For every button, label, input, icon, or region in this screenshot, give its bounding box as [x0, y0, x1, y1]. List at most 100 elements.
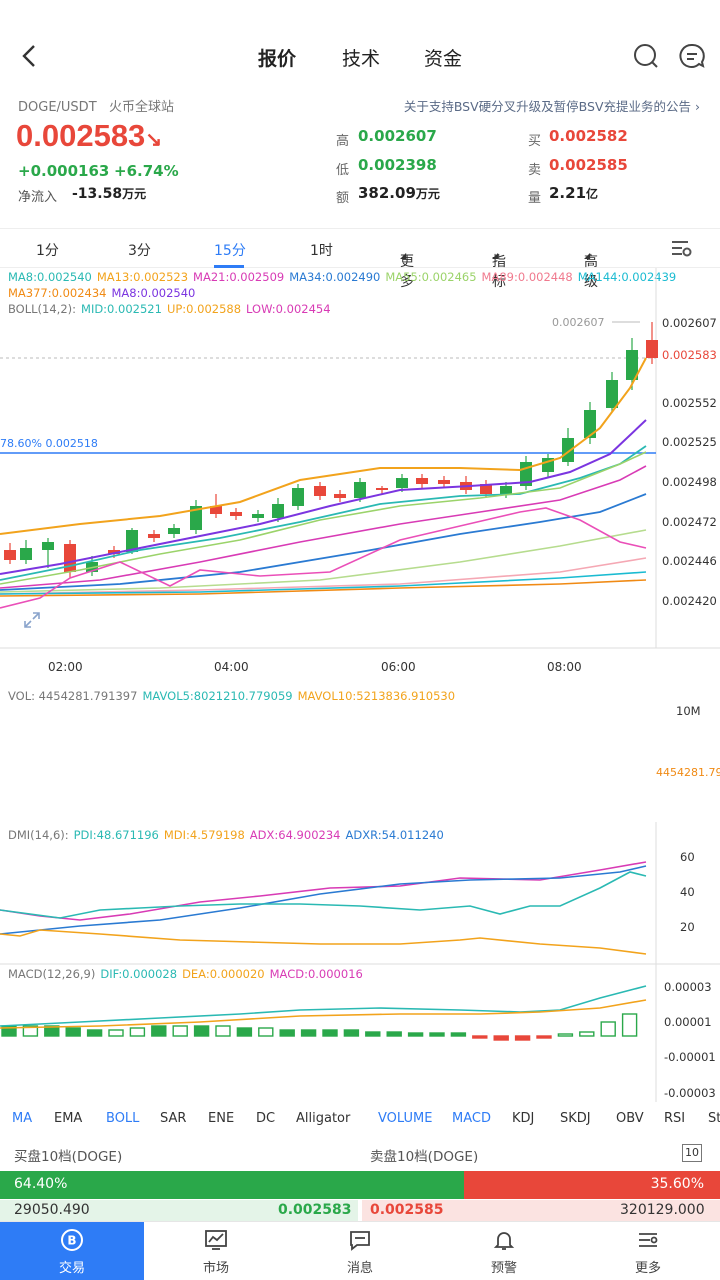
back-arrow-icon[interactable]	[14, 38, 46, 74]
indicator-kdj[interactable]: KDJ	[512, 1111, 535, 1126]
interval-15m[interactable]: 15分	[214, 243, 246, 259]
announcement-link[interactable]: 关于支持BSV硬分叉升级及暂停BSV充提业务的公告 ›	[403, 99, 700, 114]
search-icon[interactable]	[632, 42, 660, 70]
tab-technical[interactable]: 技术	[342, 48, 381, 70]
high-label: 高	[336, 134, 350, 149]
macd-histogram-bar	[407, 1032, 424, 1037]
macd-histogram-bar	[343, 1029, 360, 1037]
bell-icon	[493, 1232, 515, 1250]
macd-histogram-bar	[215, 1025, 231, 1037]
svg-text:B: B	[67, 1234, 76, 1248]
interval-1h[interactable]: 1时	[310, 243, 333, 259]
price-tick: 0.002498	[662, 475, 717, 489]
pdi-line	[0, 871, 647, 919]
nav-market-label: 市场	[202, 1261, 229, 1276]
interval-1m[interactable]: 1分	[36, 243, 59, 259]
macd-histogram-bar	[514, 1035, 531, 1041]
macd-histogram-bar	[172, 1025, 188, 1037]
vol-tick: 10M	[676, 704, 701, 718]
legend-item: DIF:0.000028	[100, 967, 178, 981]
boll-upper-line	[0, 357, 647, 535]
sell-ratio-bar: 35.60%	[464, 1171, 720, 1199]
sell-price: 0.002585	[370, 1202, 444, 1218]
legend-item: MA55:0.002465	[385, 270, 477, 284]
ma8-line	[0, 445, 647, 581]
indicator-dc[interactable]: DC	[256, 1111, 276, 1126]
ma-legend: MA8:0.002540 MA13:0.002523 MA21:0.002509 MA…	[8, 270, 681, 284]
price-tick: 0.002552	[662, 396, 717, 410]
nav-alerts[interactable]: 预警	[432, 1222, 576, 1280]
nav-messages[interactable]: 消息	[288, 1222, 432, 1280]
indicator-alligator[interactable]: Alligator	[296, 1111, 351, 1126]
dea-line	[0, 999, 647, 1029]
legend-item: MA8:0.002540	[8, 270, 92, 284]
legend-item: MA377:0.002434	[8, 286, 107, 300]
indicator-strip: MA EMA BOLL SAR ENE DC Alligator VOLUME MACD KDJ S…	[0, 1104, 720, 1134]
macd-histogram-bar	[258, 1027, 274, 1037]
indicator-sar[interactable]: SAR	[160, 1111, 187, 1126]
down-arrow-icon: ↘	[145, 129, 163, 151]
indicator-ene[interactable]: ENE	[208, 1111, 235, 1126]
candle-body	[480, 484, 492, 494]
price-tick: 0.002472	[662, 515, 717, 529]
candle-body	[272, 504, 284, 518]
expand-chart-icon[interactable]	[22, 610, 42, 630]
tab-quote[interactable]: 报价	[258, 48, 297, 70]
current-price-tag: 0.002583	[660, 348, 719, 362]
dmi-tick: 60	[680, 850, 695, 864]
indicator-skdj[interactable]: SKDJ	[560, 1111, 591, 1126]
indicator-rsi[interactable]: RSI	[664, 1111, 686, 1126]
legend-item: MID:0.002521	[81, 302, 162, 316]
time-tick: 06:00	[381, 660, 416, 674]
indicator-obv[interactable]: OBV	[616, 1111, 644, 1126]
indicator-boll[interactable]: BOLL	[106, 1111, 140, 1126]
chart-settings-icon[interactable]	[670, 238, 692, 258]
tab-funds[interactable]: 资金	[424, 48, 463, 70]
buy-ratio-bar: 64.40%	[0, 1171, 464, 1199]
buy-book-label: 买盘10档(DOGE)	[14, 1149, 123, 1165]
last-price: 0.002583↘	[16, 118, 163, 153]
legend-item: MAVOL5:8021210.779059	[142, 689, 293, 703]
legend-item: PDI:48.671196	[73, 828, 159, 842]
boll-lower-line	[0, 507, 647, 609]
depth-toggle-button[interactable]: 10	[682, 1144, 702, 1162]
macd-histogram-bar	[44, 1025, 60, 1037]
candle-body	[148, 534, 160, 538]
legend-item: ADX:64.900234	[249, 828, 341, 842]
macd-tick: -0.00003	[664, 1086, 716, 1100]
nav-more[interactable]: 更多	[576, 1222, 720, 1280]
legend-item: MA8:0.002540	[111, 286, 196, 300]
legend-item: MACD:0.000016	[269, 967, 363, 981]
legend-item: DEA:0.000020	[182, 967, 265, 981]
ma377-line	[0, 579, 647, 597]
pair-name: DOGE/USDT 火币全球站	[18, 100, 175, 115]
indicator-st[interactable]: St	[708, 1111, 720, 1126]
volume-label: 量	[528, 191, 542, 206]
candle-body	[230, 512, 242, 516]
macd-histogram-bar	[557, 1033, 574, 1037]
candle-body	[210, 506, 222, 514]
candle-body	[126, 530, 138, 552]
macd-histogram-bar	[472, 1035, 488, 1039]
indicator-ma[interactable]: MA	[12, 1111, 33, 1126]
interval-3m[interactable]: 3分	[128, 243, 151, 259]
sell-book-label: 卖盘10档(DOGE)	[370, 1149, 479, 1165]
price-tick: 0.002607	[662, 316, 717, 330]
indicator-macd[interactable]: MACD	[452, 1111, 491, 1126]
candlestick-chart[interactable]	[0, 268, 720, 688]
dmi-tick: 20	[680, 920, 695, 934]
candle-body	[20, 548, 32, 560]
indicator-ema[interactable]: EMA	[54, 1111, 83, 1126]
legend-item: MDI:4.579198	[163, 828, 245, 842]
nav-trade[interactable]: B 交易	[0, 1222, 144, 1280]
chat-icon[interactable]	[678, 42, 706, 70]
indicator-volume[interactable]: VOLUME	[378, 1111, 433, 1126]
candle-body	[500, 486, 512, 494]
more-icon	[639, 1233, 658, 1247]
macd-histogram-bar	[129, 1027, 146, 1037]
nav-market[interactable]: 市场	[144, 1222, 288, 1280]
dmi-tick: 40	[680, 885, 695, 899]
macd-histogram-bar	[108, 1029, 124, 1037]
bitcoin-icon: B	[61, 1229, 83, 1251]
